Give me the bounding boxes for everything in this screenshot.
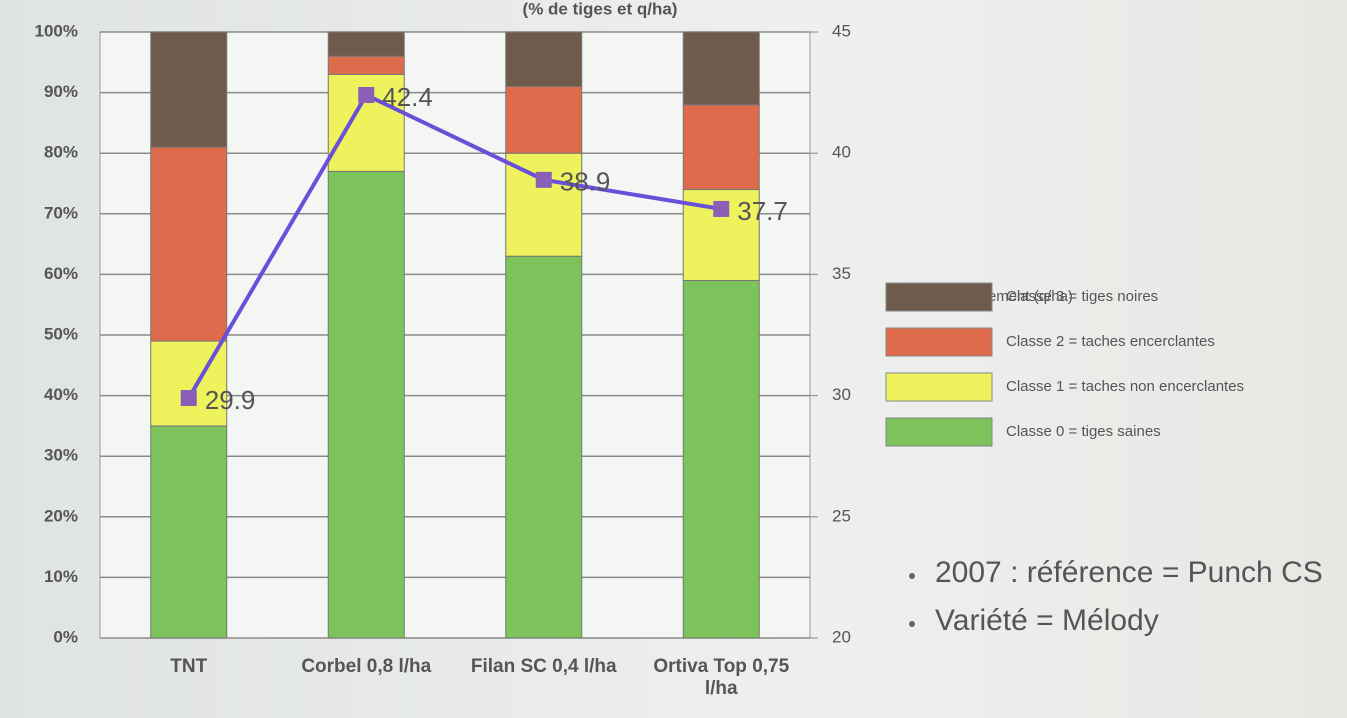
legend-label: Classe 2 = taches encerclantes xyxy=(1006,333,1215,350)
legend-label: Classe 3 = tiges noires xyxy=(1006,288,1158,305)
y-tick-label: 70% xyxy=(44,203,78,222)
y2-tick-label: 25 xyxy=(832,506,851,525)
bar-segment xyxy=(683,105,759,190)
bar-segment xyxy=(506,32,582,87)
bullet xyxy=(909,573,915,579)
bullet xyxy=(909,621,915,627)
legend-swatch xyxy=(886,328,992,356)
x-tick-label: Filan SC 0,4 l/ha xyxy=(464,656,624,678)
y-tick-label: 80% xyxy=(44,143,78,162)
data-label: 29.9 xyxy=(205,385,256,415)
bar-segment xyxy=(683,280,759,638)
y-tick-label: 100% xyxy=(35,21,78,40)
chart-title: (% de tiges et q/ha) xyxy=(523,0,678,18)
y2-tick-label: 40 xyxy=(832,143,851,162)
bar-segment xyxy=(151,147,227,341)
x-tick-label: Ortiva Top 0,75 l/ha xyxy=(641,656,801,700)
x-tick-label: TNT xyxy=(109,656,269,678)
y-tick-label: 90% xyxy=(44,82,78,101)
bar-segment xyxy=(328,32,404,56)
y-tick-label: 60% xyxy=(44,264,78,283)
y2-tick-label: 35 xyxy=(832,264,851,283)
note: Variété = Mélody xyxy=(935,604,1159,638)
bar-segment xyxy=(328,171,404,638)
y2-tick-label: 20 xyxy=(832,627,851,646)
legend-label: Classe 0 = tiges saines xyxy=(1006,423,1161,440)
data-label: 37.7 xyxy=(737,196,788,226)
y-tick-label: 20% xyxy=(44,506,78,525)
data-label: 42.4 xyxy=(382,82,433,112)
bar-segment xyxy=(328,56,404,74)
y2-tick-label: 45 xyxy=(832,21,851,40)
line-marker xyxy=(181,390,197,406)
bar-segment xyxy=(151,426,227,638)
bar-segment xyxy=(506,87,582,154)
legend-label: Classe 1 = taches non encerclantes xyxy=(1006,378,1244,395)
line-marker xyxy=(358,87,374,103)
legend-swatch xyxy=(886,418,992,446)
bar-segment xyxy=(151,32,227,147)
y-tick-label: 50% xyxy=(44,324,78,343)
y-tick-label: 40% xyxy=(44,385,78,404)
bar-segment xyxy=(683,32,759,105)
y-tick-label: 0% xyxy=(53,627,78,646)
y2-tick-label: 30 xyxy=(832,385,851,404)
y-tick-label: 10% xyxy=(44,567,78,586)
slide: (% de tiges et q/ha) 0% 10% 20% 30% 40% 50% 60… xyxy=(0,0,1347,718)
bar-segment xyxy=(506,256,582,638)
data-label: 38.9 xyxy=(560,167,611,197)
note: 2007 : référence = Punch CS xyxy=(935,556,1323,590)
legend-swatch xyxy=(886,373,992,401)
x-tick-label: Corbel 0,8 l/ha xyxy=(286,656,446,678)
line-marker xyxy=(713,201,729,217)
line-marker xyxy=(536,172,552,188)
legend-swatch xyxy=(886,283,992,311)
y-tick-label: 30% xyxy=(44,446,78,465)
